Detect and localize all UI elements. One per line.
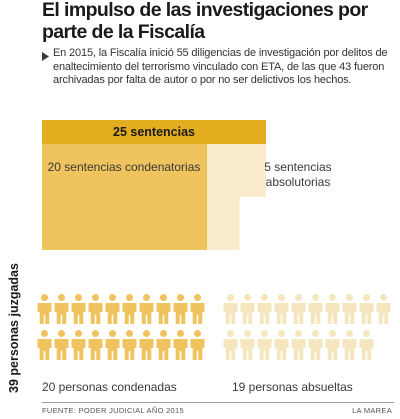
triangle-right-icon [42, 52, 49, 61]
person-icon [105, 330, 120, 360]
absolutory-sentences-label: 5 sentencias absolutorias [264, 160, 332, 189]
person-icon [342, 330, 357, 360]
person-icon [223, 294, 238, 324]
person-icon [71, 330, 86, 360]
person-icon [240, 294, 255, 324]
person-icon [156, 330, 171, 360]
persons-condemned-label: 20 personas condenadas [42, 380, 177, 394]
person-icon [37, 330, 52, 360]
person-icon [156, 294, 171, 324]
person-icon [359, 330, 374, 360]
absolutory-sentences-block [207, 144, 266, 250]
person-icon [173, 294, 188, 324]
persons-absolved-label: 19 personas absueltas [232, 380, 353, 394]
person-icon [274, 330, 289, 360]
person-icon [291, 294, 306, 324]
person-icon [376, 294, 391, 324]
person-icon [71, 294, 86, 324]
brand-logo: LA MAREA [352, 406, 392, 415]
person-icon [54, 294, 69, 324]
total-sentences-label: 25 sentencias [113, 125, 195, 139]
person-icon [122, 330, 137, 360]
person-icon [54, 330, 69, 360]
person-icon [88, 294, 103, 324]
person-icon [240, 330, 255, 360]
person-icon [308, 330, 323, 360]
person-icon [139, 294, 154, 324]
persons-tried-label: 39 personas juzgadas [7, 263, 21, 393]
person-icon [122, 294, 137, 324]
person-icon [190, 294, 205, 324]
person-icon [342, 294, 357, 324]
person-icon [105, 294, 120, 324]
person-icon [37, 294, 52, 324]
person-icon [88, 330, 103, 360]
chart-title: El impulso de las investigaciones por pa… [42, 0, 368, 43]
person-icon [139, 330, 154, 360]
intro-text: En 2015, la Fiscalía inició 55 diligenci… [53, 47, 388, 87]
person-icon [359, 294, 374, 324]
person-icon [257, 294, 272, 324]
person-icon [325, 294, 340, 324]
person-icon [173, 330, 188, 360]
person-icon [325, 330, 340, 360]
person-icon [308, 294, 323, 324]
person-icon [274, 294, 289, 324]
footer-divider [42, 402, 394, 403]
person-icon [291, 330, 306, 360]
person-icon [190, 330, 205, 360]
person-icon [223, 330, 238, 360]
condemnatory-sentences-block [42, 144, 207, 250]
total-sentences-bar [42, 120, 266, 144]
source-note: FUENTE: PODER JUDICIAL AÑO 2015 [42, 406, 184, 415]
person-icon [257, 330, 272, 360]
condemnatory-sentences-label: 20 sentencias condenatorias [47, 160, 201, 174]
